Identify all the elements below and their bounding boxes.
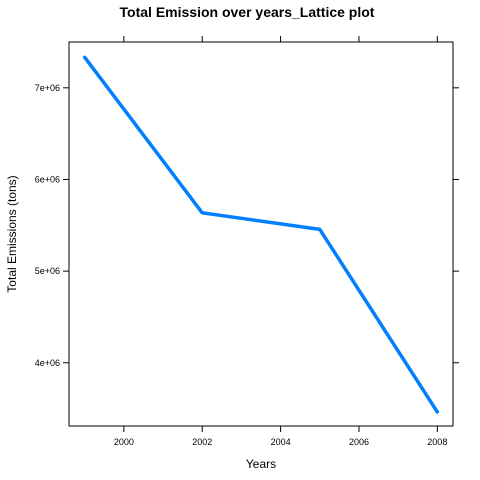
- series-line-total-emissions: [82, 55, 440, 414]
- y-tick-label: 6e+06: [35, 174, 60, 184]
- x-tick-label: 2008: [427, 437, 447, 447]
- y-axis: 4e+06 5e+06 6e+06 7e+06: [35, 83, 459, 368]
- x-tick-label: 2002: [192, 437, 212, 447]
- y-tick-label: 7e+06: [35, 83, 60, 93]
- x-tick-label: 2006: [349, 437, 369, 447]
- y-axis-label: Total Emissions (tons): [5, 175, 19, 292]
- x-tick-label: 2000: [114, 437, 134, 447]
- x-tick-label: 2004: [271, 437, 291, 447]
- y-tick-label: 4e+06: [35, 358, 60, 368]
- y-tick-label: 5e+06: [35, 266, 60, 276]
- chart-title: Total Emission over years_Lattice plot: [120, 4, 375, 20]
- plot-frame: [68, 41, 454, 427]
- series-layer: [82, 55, 440, 414]
- x-axis: 2000 2002 2004 2006 2008: [114, 36, 447, 447]
- x-axis-label: Years: [246, 457, 276, 471]
